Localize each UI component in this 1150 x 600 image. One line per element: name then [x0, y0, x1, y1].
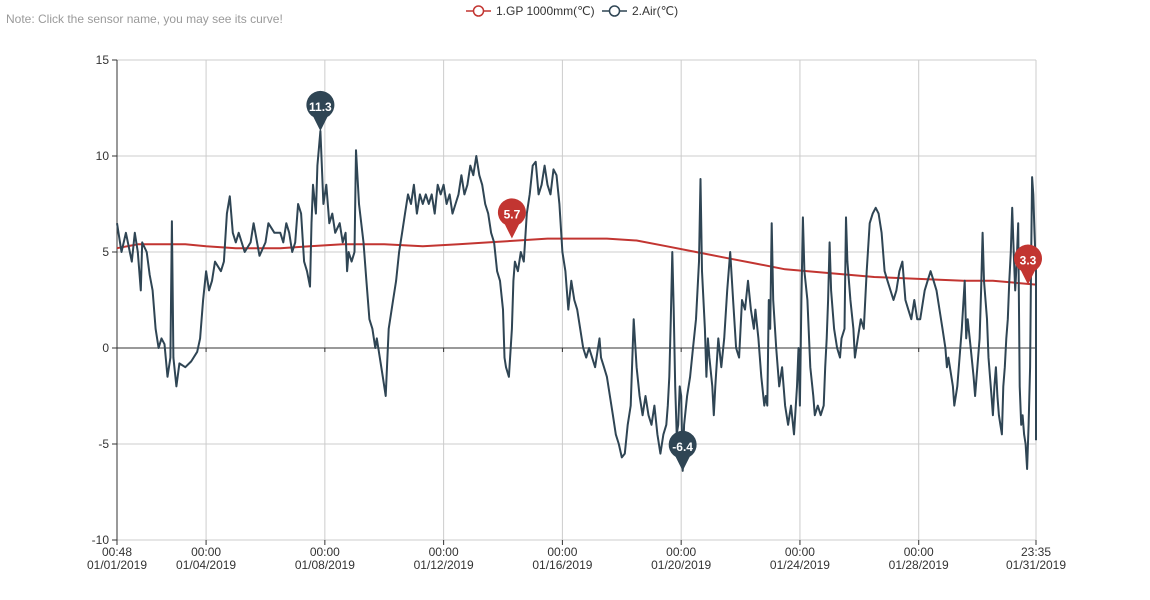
pin-label: 5.7 — [504, 208, 521, 222]
x-tick-time-label: 00:00 — [191, 545, 221, 559]
pin-marker — [497, 198, 526, 239]
legend[interactable]: 1.GP 1000mm(℃) 2.Air(℃) — [466, 4, 678, 18]
grid — [116, 59, 1037, 541]
pin-label: 3.3 — [1020, 254, 1037, 268]
legend-item-gp-1000mm[interactable]: 1.GP 1000mm(℃) — [466, 4, 595, 18]
x-tick-time-label: 00:48 — [102, 545, 132, 559]
x-tick-date-label: 01/16/2019 — [532, 558, 592, 572]
legend-label: 1.GP 1000mm(℃) — [496, 4, 595, 18]
x-tick-date-label: 01/01/2019 — [87, 558, 147, 572]
air-temperature-line — [116, 130, 1037, 472]
x-tick-date-label: 01/08/2019 — [295, 558, 355, 572]
annotation-pins: 11.3 -6.4 5.7 3.3 — [306, 90, 1042, 471]
chart-note: Note: Click the sensor name, you may see… — [6, 12, 283, 26]
pin-label: -6.4 — [672, 440, 693, 454]
gp-1000mm-line — [116, 237, 1037, 286]
y-tick-label: -5 — [98, 437, 109, 451]
pin-label: 11.3 — [309, 100, 332, 114]
x-tick-time-label: 00:00 — [904, 545, 934, 559]
x-tick-date-label: 01/24/2019 — [770, 558, 830, 572]
x-tick-date-label: 01/04/2019 — [176, 558, 236, 572]
x-tick-date-label: 01/12/2019 — [414, 558, 474, 572]
min-value-pin: 3.3 — [1014, 244, 1042, 285]
pin-marker — [306, 90, 335, 132]
y-tick-label: -10 — [92, 533, 110, 547]
x-tick-date-label: 01/31/2019 — [1006, 558, 1066, 572]
max-value-pin: 5.7 — [497, 198, 526, 239]
legend-item-air[interactable]: 2.Air(℃) — [602, 4, 678, 18]
y-tick-label: 0 — [102, 341, 109, 355]
x-tick-date-label: 01/20/2019 — [651, 558, 711, 572]
x-tick-time-label: 00:00 — [785, 545, 815, 559]
series-lines — [116, 130, 1037, 472]
y-tick-label: 5 — [102, 245, 109, 259]
x-tick-time-label: 00:00 — [310, 545, 340, 559]
y-tick-label: 10 — [96, 149, 110, 163]
legend-label: 2.Air(℃) — [632, 4, 678, 18]
x-tick-time-label: 00:00 — [666, 545, 696, 559]
pin-marker — [668, 430, 697, 471]
x-tick-time-label: 00:00 — [547, 545, 577, 559]
x-tick-time-label: 00:00 — [429, 545, 459, 559]
y-tick-label: 15 — [96, 53, 110, 67]
x-tick-time-label: 23:35 — [1021, 545, 1051, 559]
x-tick-date-label: 01/28/2019 — [889, 558, 949, 572]
min-value-pin: -6.4 — [668, 430, 697, 471]
max-value-pin: 11.3 — [306, 90, 335, 132]
legend-swatch-marker — [608, 5, 621, 17]
pin-marker — [1014, 244, 1042, 285]
legend-swatch-marker — [472, 5, 485, 17]
axes: 151050-5-1000:4801/01/201900:0001/04/201… — [87, 53, 1066, 572]
